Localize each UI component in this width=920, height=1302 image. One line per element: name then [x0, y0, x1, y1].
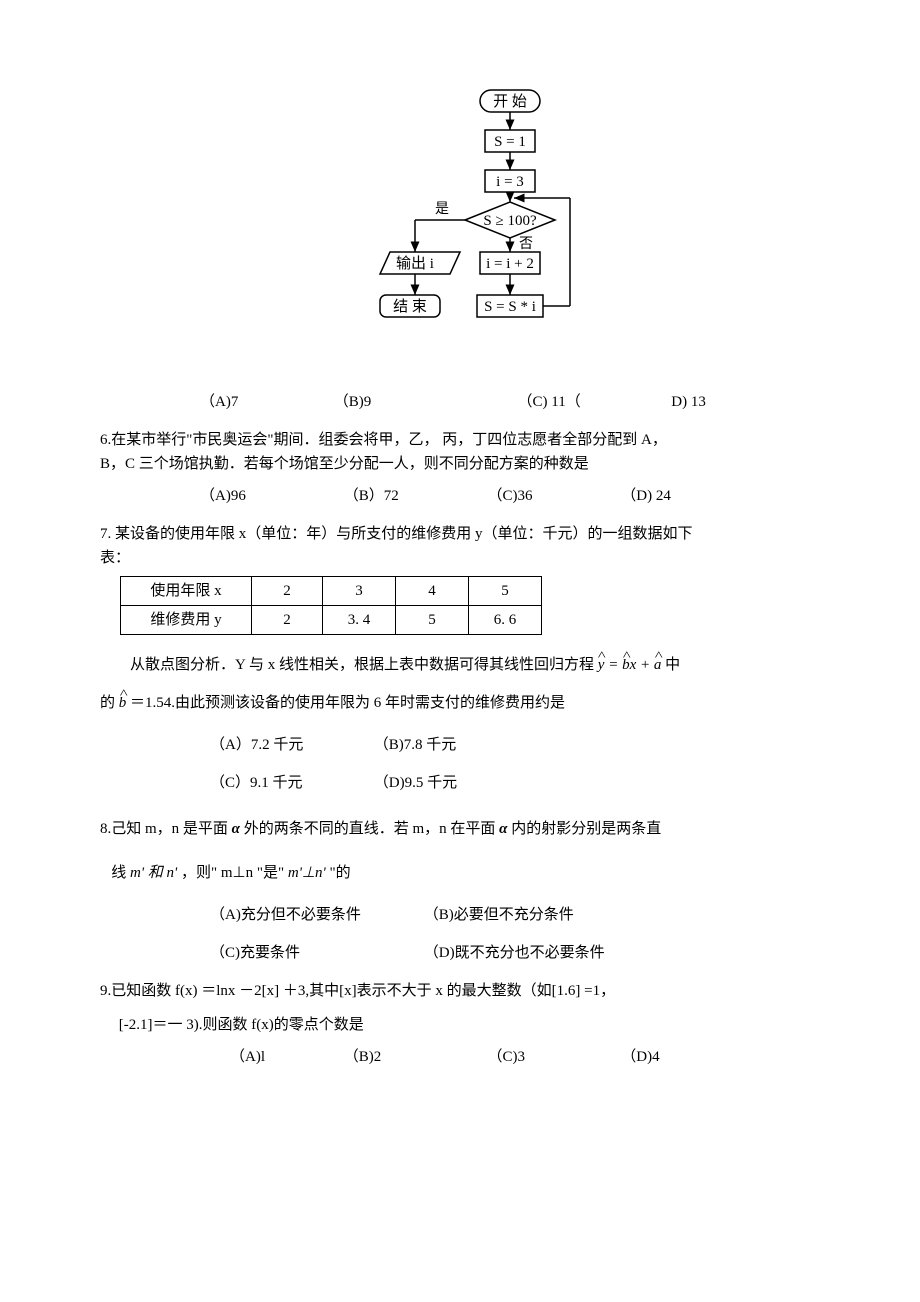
- q7-table: 使用年限 x 2 3 4 5 维修费用 y 2 3. 4 5 6. 6: [120, 576, 542, 635]
- svg-text:i = 3: i = 3: [496, 174, 524, 190]
- q7-options-r2: （C）9.1 千元 （D)9.5 千元: [100, 771, 820, 795]
- q7-eq2: x +: [630, 657, 654, 673]
- q7-l3-pre: 的: [100, 695, 119, 711]
- q8-line1: 8.己知 m，n 是平面 α 外的两条不同的直线．若 m，n 在平面 α 内的射…: [100, 817, 820, 841]
- q5-opt-c: （C) 11（: [518, 390, 668, 414]
- t-r1c1: 使用年限 x: [121, 577, 252, 606]
- t-r2c1: 维修费用 y: [121, 606, 252, 635]
- q6-opt-c: （C)36: [488, 484, 618, 508]
- q9-line2: [-2.1]＝一 3).则函数 f(x)的零点个数是: [100, 1013, 820, 1037]
- q9-opt-b: （B)2: [344, 1045, 484, 1069]
- q6-opt-b: （B）72: [344, 484, 484, 508]
- q8-l2-pre: 线: [100, 865, 126, 881]
- t-r2c5: 6. 6: [469, 606, 542, 635]
- q7-opt-a: （A）7.2 千元: [210, 733, 370, 757]
- q7-opt-d: （D)9.5 千元: [374, 771, 514, 795]
- q6-opt-a: （A)96: [200, 484, 340, 508]
- q7-after-table: 从散点图分析．Y 与 x 线性相关，根据上表中数据可得其线性回归方程 y = b…: [100, 653, 820, 677]
- alpha-icon: α: [232, 821, 240, 837]
- q8-l2-post: "的: [329, 865, 350, 881]
- q8-l1-mid: 外的两条不同的直线．若 m，n 在平面: [240, 821, 499, 837]
- svg-text:结 束: 结 束: [393, 298, 427, 315]
- q8-opt-d: （D)既不充分也不必要条件: [424, 941, 634, 965]
- q9-line1: 9.已知函数 f(x) ＝lnx －2[x] ＋3,其中[x]表示不大于 x 的…: [100, 979, 820, 1003]
- t-r2c4: 5: [396, 606, 469, 635]
- svg-text:S = 1: S = 1: [494, 134, 526, 150]
- flowchart-svg: 开 始 S = 1 i = 3 S ≥ 100? 输出 i i = i + 2 结 束 S =…: [335, 80, 585, 360]
- q7-options-r1: （A）7.2 千元 （B)7.8 千元: [100, 733, 820, 757]
- t-r1c3: 3: [323, 577, 396, 606]
- q7-ahat: a: [654, 653, 662, 677]
- q7-bhat2: b: [119, 691, 127, 715]
- q7-opt-b: （B)7.8 千元: [374, 733, 514, 757]
- q8-l2-mid: ，则" m⊥n "是": [181, 865, 288, 881]
- q8-l2-mpn: m'⊥n': [288, 865, 330, 881]
- q7-at-pre: 从散点图分析．Y 与 x 线性相关，根据上表中数据可得其线性回归方程: [100, 657, 598, 673]
- q9-opt-d: （D)4: [621, 1045, 701, 1069]
- svg-text:否: 否: [519, 237, 533, 252]
- q9-opt-c: （C)3: [488, 1045, 618, 1069]
- q7-line2: 表：: [100, 550, 130, 566]
- svg-text:输出 i: 输出 i: [396, 255, 434, 272]
- q8-l1-post: 内的射影分别是两条直: [507, 821, 661, 837]
- q8-opt-a: （A)充分但不必要条件: [210, 903, 420, 927]
- q8-options-r2: （C)充要条件 （D)既不充分也不必要条件: [100, 941, 820, 965]
- q7-bhat: b: [622, 653, 630, 677]
- q6-opt-d: （D) 24: [621, 484, 701, 508]
- svg-text:开 始: 开 始: [493, 93, 527, 110]
- q5-options: （A)7 （B)9 （C) 11（ D) 13: [100, 390, 820, 414]
- table-row: 维修费用 y 2 3. 4 5 6. 6: [121, 606, 542, 635]
- q5-opt-b: （B)9: [334, 390, 514, 414]
- q9-opt-a: （A)l: [230, 1045, 340, 1069]
- q7-line3: 的 b ＝1.54.由此预测该设备的使用年限为 6 年时需支付的维修费用约是: [100, 691, 820, 715]
- q6-options: （A)96 （B）72 （C)36 （D) 24: [100, 484, 820, 508]
- q7-eq1: =: [604, 657, 622, 673]
- q8-options-r1: （A)充分但不必要条件 （B)必要但不充分条件: [100, 903, 820, 927]
- t-r1c2: 2: [252, 577, 323, 606]
- q6-line2: B，C 三个场馆执勤．若每个场馆至少分配一人，则不同分配方案的种数是: [100, 456, 589, 472]
- svg-text:S = S * i: S = S * i: [484, 299, 536, 315]
- t-r2c2: 2: [252, 606, 323, 635]
- t-r1c5: 5: [469, 577, 542, 606]
- q7-yhat: y: [598, 653, 605, 677]
- t-r2c3: 3. 4: [323, 606, 396, 635]
- q9-options: （A)l （B)2 （C)3 （D)4: [100, 1045, 820, 1069]
- q5-opt-a: （A)7: [200, 390, 330, 414]
- q7-line1: 7. 某设备的使用年限 x（单位：年）与所支付的维修费用 y（单位：千元）的一组…: [100, 526, 693, 542]
- q7-at-post: 中: [661, 657, 680, 673]
- q6-line1: 6.在某市举行"市民奥运会"期间．组委会将甲，乙， 丙，丁四位志愿者全部分配到 …: [100, 432, 667, 448]
- svg-text:i = i + 2: i = i + 2: [486, 256, 534, 272]
- svg-text:S ≥ 100?: S ≥ 100?: [483, 213, 537, 229]
- q9-l1: 9.已知函数 f(x) ＝lnx －2[x] ＋3,其中[x]表示不大于 x 的…: [100, 983, 615, 999]
- q7-l3-post: ＝1.54.由此预测该设备的使用年限为 6 年时需支付的维修费用约是: [126, 695, 565, 711]
- q8-opt-b: （B)必要但不充分条件: [424, 903, 634, 927]
- q7-stem: 7. 某设备的使用年限 x（单位：年）与所支付的维修费用 y（单位：千元）的一组…: [100, 522, 820, 570]
- q8-l2-mn: m' 和 n': [126, 865, 181, 881]
- t-r1c4: 4: [396, 577, 469, 606]
- q9-l2: [-2.1]＝一 3).则函数 f(x)的零点个数是: [100, 1017, 364, 1033]
- svg-text:是: 是: [435, 202, 449, 217]
- q6-stem: 6.在某市举行"市民奥运会"期间．组委会将甲，乙， 丙，丁四位志愿者全部分配到 …: [100, 428, 820, 476]
- q8-line2: 线 m' 和 n' ，则" m⊥n "是" m'⊥n' "的: [100, 861, 820, 885]
- q5-opt-d: D) 13: [671, 390, 751, 414]
- table-row: 使用年限 x 2 3 4 5: [121, 577, 542, 606]
- q7-opt-c: （C）9.1 千元: [210, 771, 370, 795]
- q8-l1-pre: 8.己知 m，n 是平面: [100, 821, 232, 837]
- q8-opt-c: （C)充要条件: [210, 941, 420, 965]
